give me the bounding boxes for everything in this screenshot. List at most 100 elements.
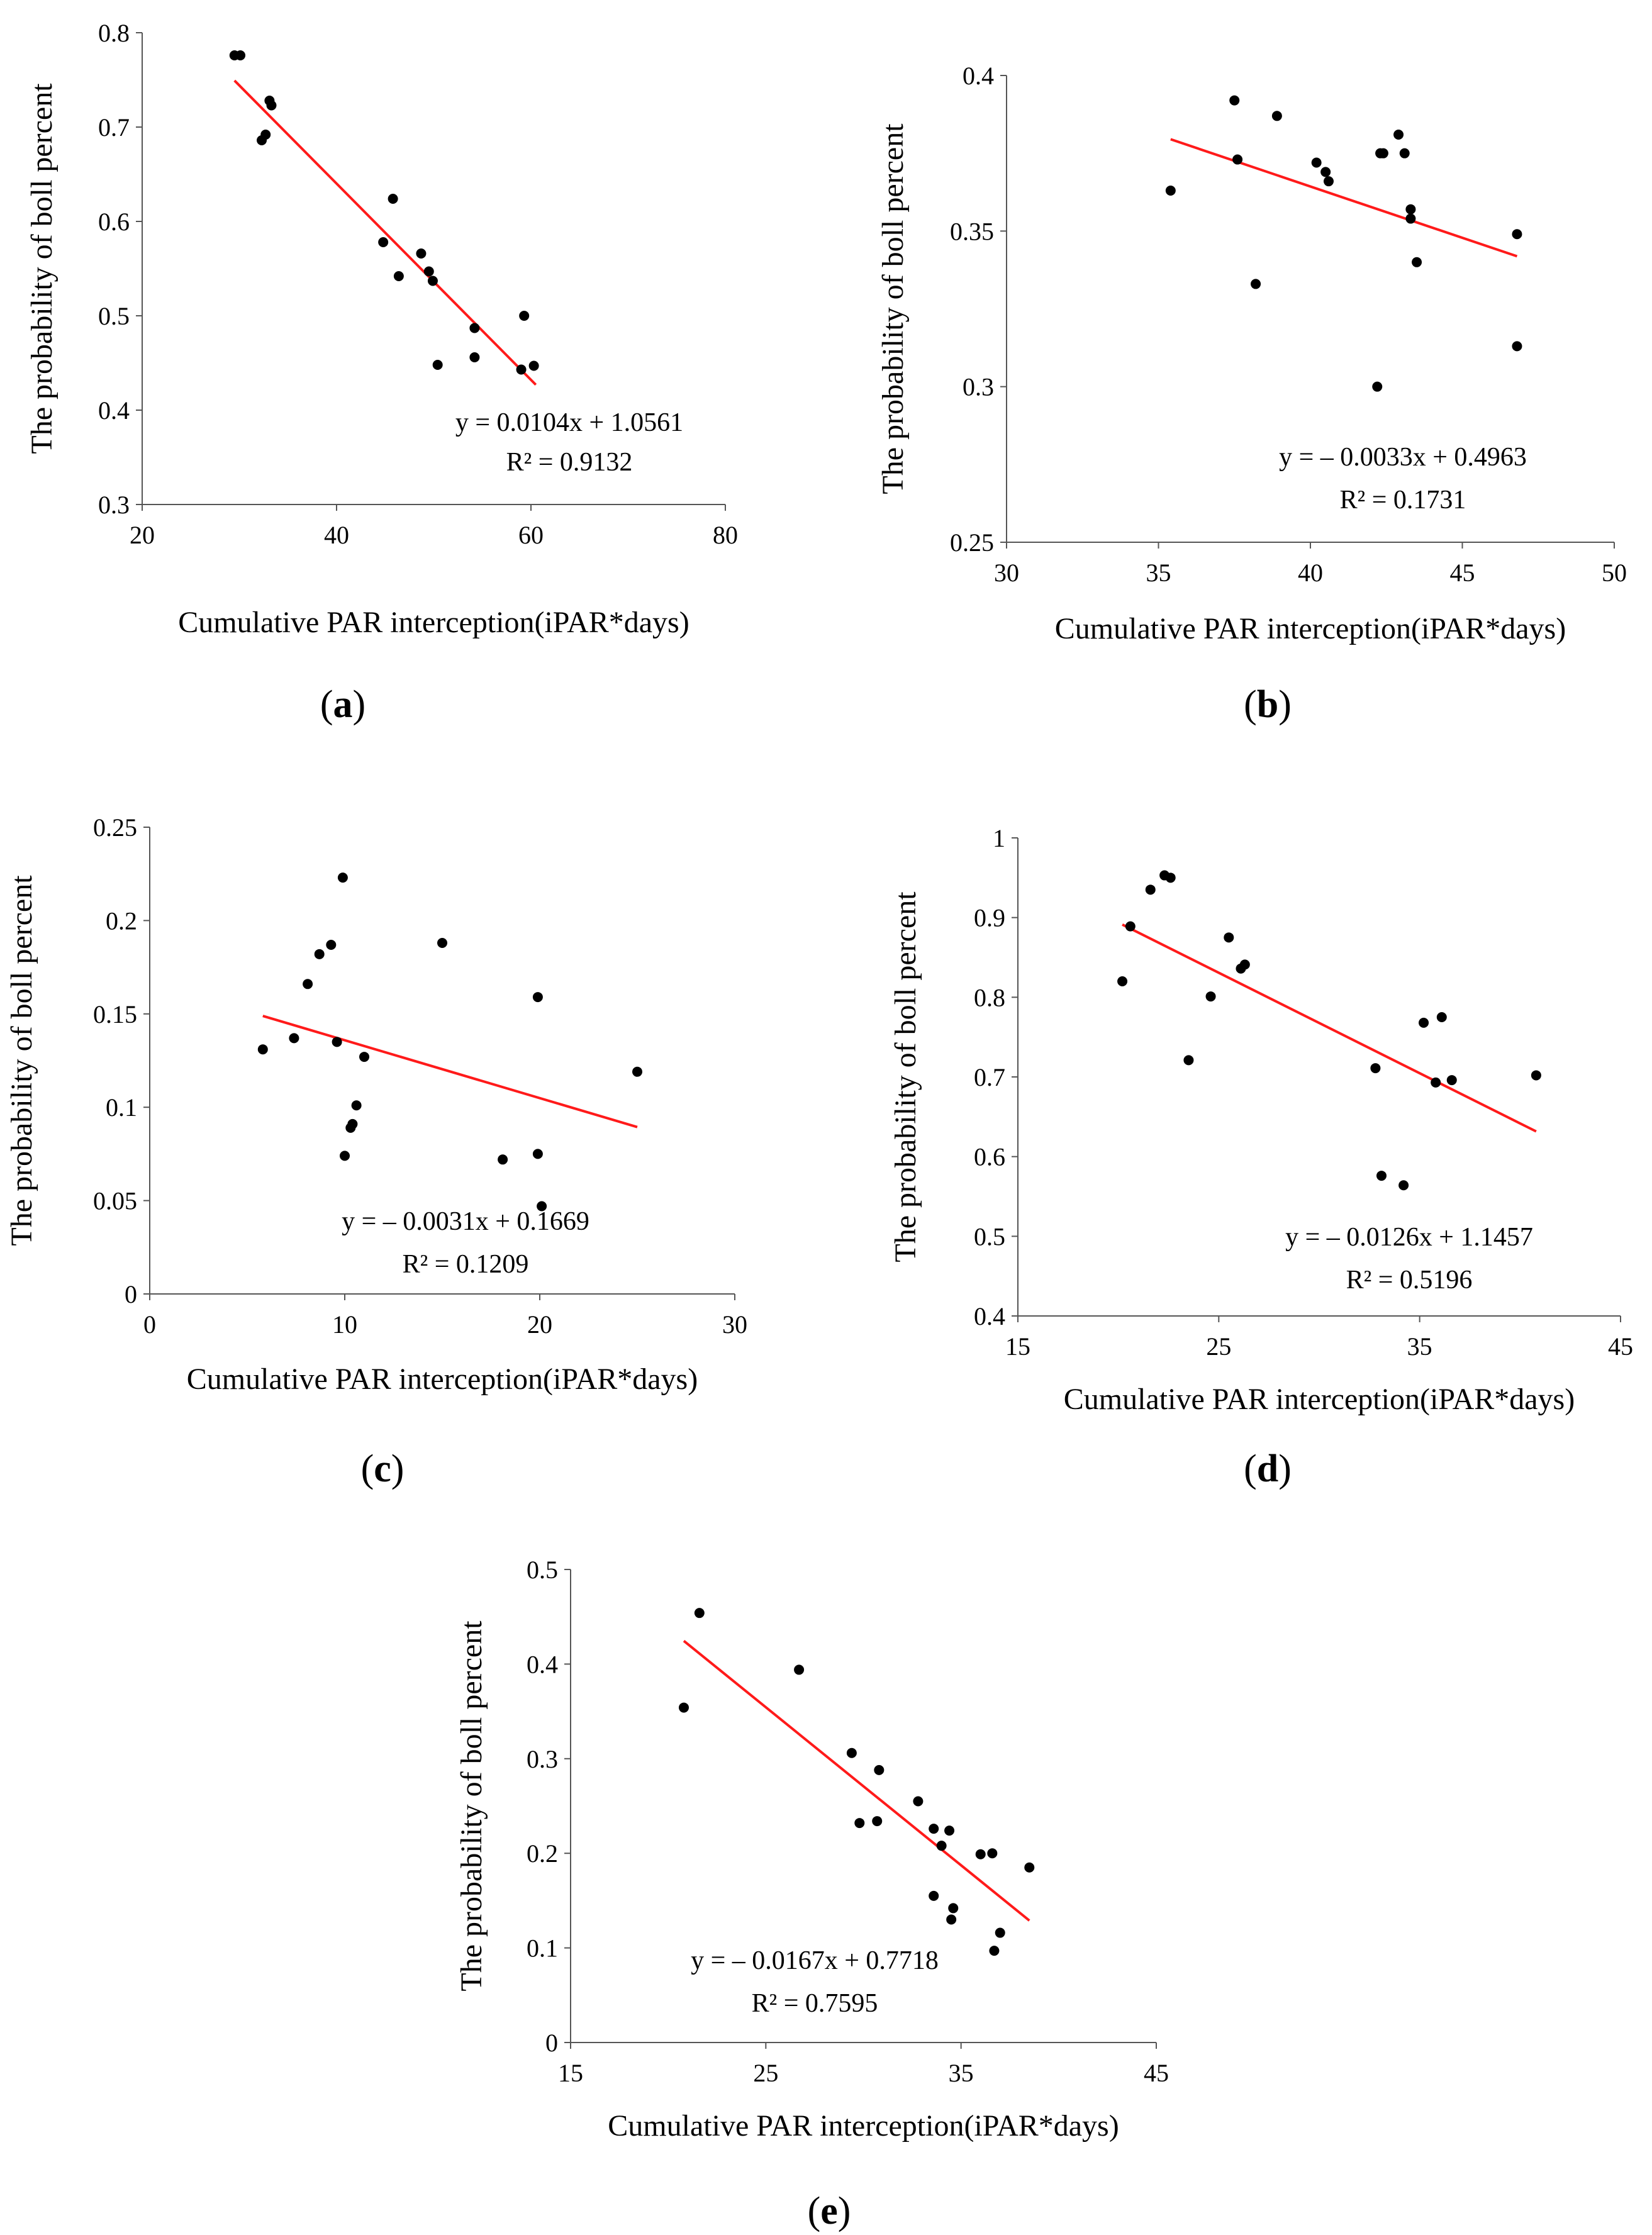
x-tick-label-a: 60 xyxy=(518,521,544,549)
data-point-a xyxy=(416,248,427,259)
x-axis-label-d: Cumulative PAR interception(iPAR*days) xyxy=(1064,1383,1575,1416)
data-point-d xyxy=(1376,1171,1387,1181)
data-point-e xyxy=(946,1914,957,1925)
data-point-d xyxy=(1419,1017,1429,1028)
data-point-b xyxy=(1412,257,1422,267)
panel-label-c: (c) xyxy=(361,1447,405,1490)
y-axis-label-d: The probability of boll percent xyxy=(889,891,922,1262)
data-point-b xyxy=(1372,381,1383,392)
data-point-d xyxy=(1183,1055,1194,1066)
data-point-d xyxy=(1239,959,1250,970)
data-point-b xyxy=(1232,154,1243,165)
data-point-e xyxy=(948,1903,959,1914)
y-tick-label-b: 0.25 xyxy=(950,528,994,557)
data-point-c xyxy=(359,1052,369,1062)
x-tick-label-d: 15 xyxy=(1005,1332,1030,1361)
data-point-c xyxy=(347,1118,358,1129)
x-tick-label-d: 25 xyxy=(1206,1332,1231,1361)
r-squared-a: R² = 0.9132 xyxy=(506,448,633,477)
data-point-b xyxy=(1311,157,1322,168)
x-axis-label-a: Cumulative PAR interception(iPAR*days) xyxy=(178,606,689,639)
y-tick-label-d: 0.9 xyxy=(974,904,1005,932)
x-tick-label-b: 35 xyxy=(1146,559,1171,587)
panel-label-e: (e) xyxy=(808,2190,851,2232)
x-tick-label-d: 35 xyxy=(1407,1332,1432,1361)
y-tick-label-d: 0.8 xyxy=(974,983,1005,1012)
data-point-b xyxy=(1323,176,1334,187)
data-point-a xyxy=(388,194,398,204)
x-tick-label-c: 10 xyxy=(332,1310,357,1339)
x-tick-label-b: 50 xyxy=(1602,559,1627,587)
regression-equation-b: y = – 0.0033x + 0.4963 xyxy=(1279,443,1527,472)
y-tick-label-c: 0.05 xyxy=(93,1187,137,1215)
data-point-b xyxy=(1399,148,1410,159)
data-point-c xyxy=(289,1033,299,1044)
data-point-d xyxy=(1431,1077,1441,1088)
r-squared-b: R² = 0.1731 xyxy=(1340,486,1466,515)
x-tick-label-c: 30 xyxy=(722,1310,747,1339)
y-tick-label-e: 0.4 xyxy=(527,1650,558,1678)
data-point-b xyxy=(1378,148,1388,159)
data-point-e xyxy=(846,1747,857,1758)
x-tick-label-a: 80 xyxy=(713,521,738,549)
x-tick-label-e: 35 xyxy=(949,2059,974,2087)
data-point-e xyxy=(1024,1862,1035,1873)
data-point-e xyxy=(854,1818,865,1829)
x-axis-label-c: Cumulative PAR interception(iPAR*days) xyxy=(187,1363,698,1396)
y-tick-label-d: 0.5 xyxy=(974,1222,1005,1251)
data-point-c xyxy=(326,939,337,950)
data-point-c xyxy=(632,1066,642,1077)
trendline-a xyxy=(233,79,537,386)
data-point-e xyxy=(989,1946,1000,1956)
data-point-b xyxy=(1251,279,1261,289)
y-tick-label-d: 0.6 xyxy=(974,1143,1005,1171)
y-axis-label-c: The probability of boll percent xyxy=(5,875,38,1246)
data-point-a xyxy=(469,323,480,333)
r-squared-d: R² = 0.5196 xyxy=(1346,1266,1473,1295)
data-point-a xyxy=(528,360,539,371)
trendline-c xyxy=(262,1015,638,1129)
data-point-c xyxy=(303,979,313,989)
data-point-b xyxy=(1405,204,1416,215)
y-tick-label-c: 0.25 xyxy=(93,813,137,842)
x-axis-label-e: Cumulative PAR interception(iPAR*days) xyxy=(608,2109,1119,2143)
y-tick-label-e: 0.3 xyxy=(527,1745,558,1773)
y-tick-label-e: 0.1 xyxy=(527,1934,558,1963)
y-tick-label-b: 0.4 xyxy=(963,62,994,90)
data-point-e xyxy=(944,1825,955,1836)
data-point-e xyxy=(874,1764,885,1775)
data-point-e xyxy=(872,1816,883,1827)
data-point-d xyxy=(1531,1070,1541,1081)
data-point-e xyxy=(936,1841,947,1851)
data-point-e xyxy=(929,1890,939,1901)
data-point-b xyxy=(1271,111,1282,121)
data-point-b xyxy=(1320,167,1331,177)
y-tick-label-a: 0.5 xyxy=(98,302,130,330)
x-tick-label-b: 30 xyxy=(994,559,1019,587)
x-axis-label-b: Cumulative PAR interception(iPAR*days) xyxy=(1055,612,1566,645)
data-point-d xyxy=(1398,1180,1409,1191)
data-point-e xyxy=(987,1848,998,1859)
y-tick-label-a: 0.4 xyxy=(98,396,130,425)
data-point-a xyxy=(427,276,438,286)
data-point-d xyxy=(1224,932,1234,943)
x-tick-label-a: 20 xyxy=(130,521,155,549)
data-point-e xyxy=(694,1608,705,1619)
y-tick-label-b: 0.35 xyxy=(950,217,994,245)
data-point-e xyxy=(975,1849,986,1859)
data-point-d xyxy=(1145,884,1156,895)
y-tick-label-a: 0.3 xyxy=(98,491,130,519)
trendline-d xyxy=(1122,923,1537,1133)
r-squared-c: R² = 0.1209 xyxy=(403,1250,529,1279)
data-point-e xyxy=(794,1664,805,1675)
trendline-b xyxy=(1170,138,1518,258)
trendline-e xyxy=(683,1639,1030,1922)
y-tick-label-d: 0.4 xyxy=(974,1302,1005,1330)
x-tick-label-e: 15 xyxy=(558,2059,583,2087)
data-point-a xyxy=(378,237,389,247)
regression-equation-d: y = – 0.0126x + 1.1457 xyxy=(1285,1223,1533,1252)
data-point-a xyxy=(519,311,530,321)
data-point-d xyxy=(1205,991,1216,1002)
x-tick-label-c: 20 xyxy=(527,1310,552,1339)
data-point-b xyxy=(1229,95,1240,106)
